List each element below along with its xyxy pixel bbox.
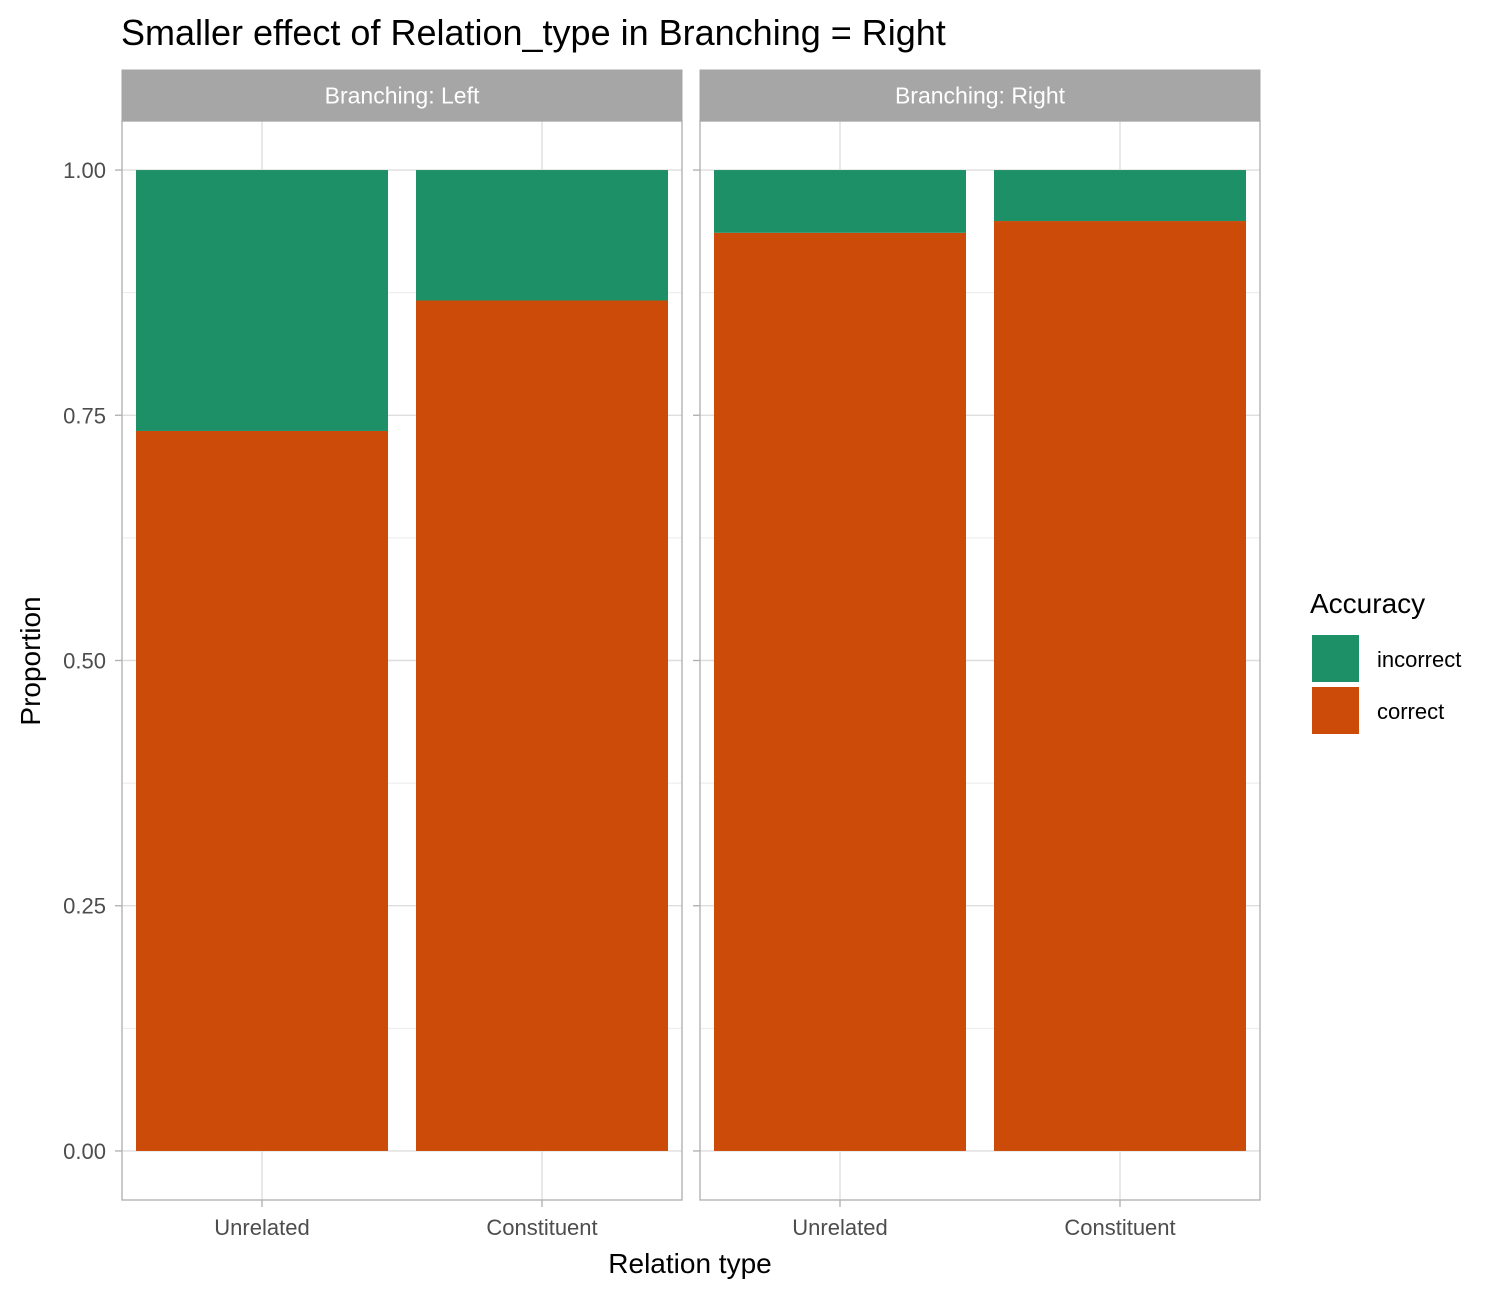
y-tick-label: 1.00 xyxy=(63,158,106,183)
bar-incorrect-unrelated xyxy=(714,170,966,233)
facet-panel-2: Branching: Right Unrelated Constituent xyxy=(693,69,1261,1240)
legend-label-correct: correct xyxy=(1377,699,1444,724)
bar-incorrect-constituent xyxy=(994,170,1246,222)
bar-incorrect-unrelated xyxy=(136,170,388,431)
facet-panel-1: Branching: Left Unrelated Constituent xyxy=(115,69,683,1240)
y-tick-label: 0.00 xyxy=(63,1139,106,1164)
bar-correct-unrelated xyxy=(136,430,388,1151)
facet-strip-label: Branching: Left xyxy=(325,83,480,109)
legend-label-incorrect: incorrect xyxy=(1377,647,1461,672)
x-axis-title: Relation type xyxy=(608,1248,771,1279)
bar-correct-constituent xyxy=(994,221,1246,1151)
x-tick-label: Constituent xyxy=(486,1215,597,1240)
chart-title: Smaller effect of Relation_type in Branc… xyxy=(121,12,946,53)
y-tick-label: 0.75 xyxy=(63,403,106,428)
y-tick-label: 0.50 xyxy=(63,649,106,674)
y-axis-title: Proportion xyxy=(15,596,46,725)
x-tick-label: Constituent xyxy=(1064,1215,1175,1240)
legend: Accuracy incorrect correct xyxy=(1310,588,1461,734)
facet-strip-label: Branching: Right xyxy=(895,83,1066,109)
y-tick-label: 0.25 xyxy=(63,894,106,919)
x-tick-label: Unrelated xyxy=(214,1215,309,1240)
facet-strip xyxy=(121,69,683,122)
bar-incorrect-constituent xyxy=(416,170,668,301)
facet-strip xyxy=(699,69,1261,122)
bar-correct-unrelated xyxy=(714,232,966,1151)
y-axis: 0.00 0.25 0.50 0.75 1.00 xyxy=(63,158,106,1164)
legend-key-incorrect xyxy=(1312,635,1359,682)
bar-correct-constituent xyxy=(416,300,668,1151)
x-tick-label: Unrelated xyxy=(792,1215,887,1240)
legend-title: Accuracy xyxy=(1310,588,1425,619)
legend-key-correct xyxy=(1312,687,1359,734)
